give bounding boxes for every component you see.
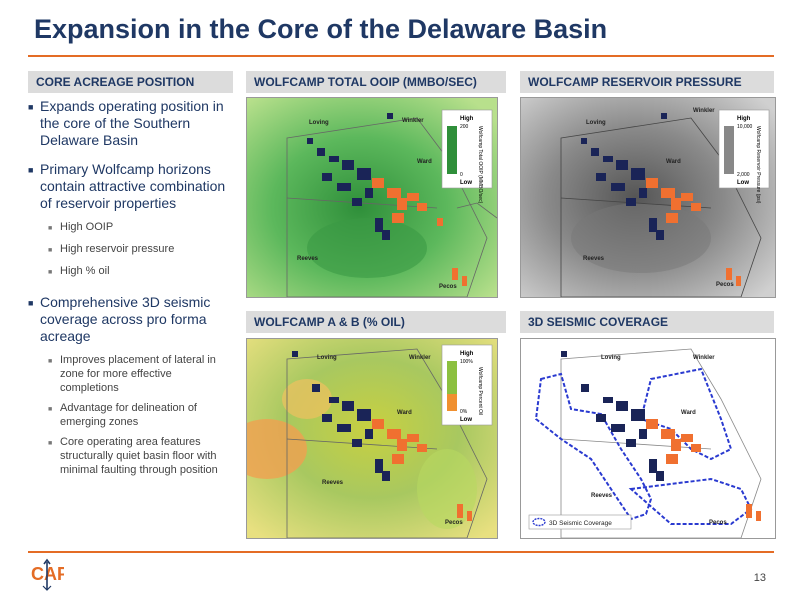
county-label-winkler: Winkler bbox=[402, 118, 424, 124]
county-label-winkler: Winkler bbox=[409, 355, 431, 361]
bullet: ■ Comprehensive 3D seismic coverage acros… bbox=[28, 294, 211, 344]
square-bullet-icon: ■ bbox=[48, 358, 53, 365]
header-core-acreage: CORE ACREAGE POSITION bbox=[28, 71, 233, 93]
pressure-legend-low-val: 2,000 bbox=[737, 172, 750, 178]
square-bullet-icon: ■ bbox=[28, 165, 34, 175]
seismic-legend-box bbox=[528, 514, 632, 530]
square-bullet-icon: ■ bbox=[28, 102, 34, 112]
page-number: 13 bbox=[753, 572, 766, 584]
oil-map: High 100% Wolfcamp Percent Oil 0% Low Lo… bbox=[246, 338, 498, 539]
sub-bullet: ■ High reservoir pressure bbox=[48, 242, 233, 258]
company-logo: CAP bbox=[30, 558, 69, 599]
header-seismic: 3D SEISMIC COVERAGE bbox=[520, 311, 774, 333]
dashed-outline-icon bbox=[532, 517, 546, 527]
square-bullet-icon: ■ bbox=[48, 247, 53, 254]
header-ooip: WOLFCAMP TOTAL OOIP (MMBO/SEC) bbox=[246, 71, 506, 93]
sub-bullet: ■ High % oil bbox=[48, 264, 233, 280]
county-label-reeves: Reeves bbox=[583, 256, 605, 262]
ooip-legend-label: Wolfcamp Total OOIP (MMBO/sec) bbox=[477, 126, 483, 204]
pressure-legend-high: High bbox=[737, 116, 751, 122]
oil-legend-high-val: 100% bbox=[460, 359, 473, 365]
header-oil: WOLFCAMP A & B (% OIL) bbox=[246, 311, 506, 333]
seismic-map: Loving Winkler Ward Reeves Pecos 3D Seis… bbox=[520, 338, 776, 539]
county-label-reeves: Reeves bbox=[322, 480, 344, 486]
pressure-legend-label: Wolfcamp Reservoir Pressure (psi) bbox=[755, 126, 761, 204]
square-bullet-icon: ■ bbox=[28, 298, 34, 308]
pressure-legend-high-val: 10,000 bbox=[737, 124, 753, 130]
county-label-loving: Loving bbox=[317, 355, 337, 361]
county-label-ward: Ward bbox=[397, 410, 412, 416]
pressure-map: High 10,000 Wolfcamp Reservoir Pressure … bbox=[520, 97, 776, 298]
square-bullet-icon: ■ bbox=[48, 406, 53, 413]
county-label-reeves: Reeves bbox=[297, 256, 319, 262]
oil-legend-high: High bbox=[460, 351, 474, 357]
pressure-legend-low: Low bbox=[737, 180, 749, 186]
footer-divider bbox=[28, 551, 774, 553]
sub-bullet: ■ Improves placement of lateral in zone f… bbox=[48, 354, 216, 394]
county-label-loving: Loving bbox=[309, 120, 329, 126]
county-label-winkler: Winkler bbox=[693, 108, 715, 114]
bullet: ■ Primary Wolfcamp horizons contain attra… bbox=[28, 161, 226, 211]
seismic-legend-label: 3D Seismic Coverage bbox=[549, 520, 612, 527]
county-label-ward: Ward bbox=[417, 159, 432, 165]
square-bullet-icon: ■ bbox=[48, 440, 53, 447]
page-title: Expansion in the Core of the Delaware Ba… bbox=[34, 14, 608, 44]
square-bullet-icon: ■ bbox=[48, 225, 53, 232]
ooip-legend-low: Low bbox=[460, 180, 472, 186]
header-pressure: WOLFCAMP RESERVOIR PRESSURE bbox=[520, 71, 774, 93]
county-label-pecos: Pecos bbox=[439, 284, 457, 290]
title-divider bbox=[28, 55, 774, 57]
bullet-list: ■ Expands operating position in the core … bbox=[28, 98, 233, 483]
county-label-ward: Ward bbox=[666, 159, 681, 165]
sub-bullet: ■ High OOIP bbox=[48, 220, 233, 236]
sub-bullet: ■ Advantage for delineation of emerging z… bbox=[48, 402, 197, 428]
county-label-loving: Loving bbox=[586, 120, 606, 126]
county-label-reeves: Reeves bbox=[591, 493, 613, 499]
ooip-legend-low-val: 0 bbox=[460, 172, 463, 178]
sub-bullet: ■ Core operating area features structural… bbox=[48, 436, 218, 476]
ooip-legend-high-val: 200 bbox=[460, 124, 469, 130]
county-label-ward: Ward bbox=[681, 410, 696, 416]
county-label-pecos: Pecos bbox=[716, 282, 734, 288]
bullet: ■ Expands operating position in the core … bbox=[28, 98, 224, 148]
ooip-legend-high: High bbox=[460, 116, 474, 122]
oil-legend-low-val: 0% bbox=[460, 409, 468, 415]
square-bullet-icon: ■ bbox=[48, 269, 53, 276]
oil-legend-low: Low bbox=[460, 417, 472, 423]
county-label-winkler: Winkler bbox=[693, 355, 715, 361]
oil-legend-label: Wolfcamp Percent Oil bbox=[477, 367, 483, 415]
county-label-loving: Loving bbox=[601, 355, 621, 361]
ooip-map: High 200 Wolfcamp Total OOIP (MMBO/sec) … bbox=[246, 97, 498, 298]
county-label-pecos: Pecos bbox=[709, 520, 727, 526]
svg-text:CAP: CAP bbox=[31, 564, 64, 584]
county-label-pecos: Pecos bbox=[445, 520, 463, 526]
